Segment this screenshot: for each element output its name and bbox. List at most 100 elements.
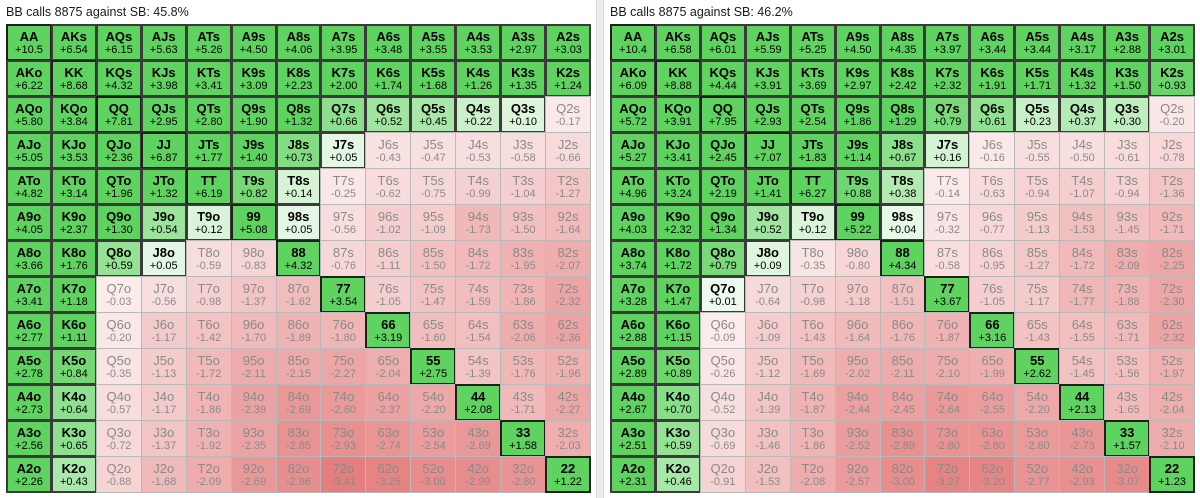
hand-cell[interactable]: Q8o +0.79 xyxy=(699,240,746,277)
hand-cell[interactable]: 62o -3.20 xyxy=(969,456,1016,493)
hand-cell[interactable]: 93s -1.50 xyxy=(500,204,547,241)
hand-cell[interactable]: 84s -1.72 xyxy=(1059,240,1106,277)
hand-cell[interactable]: K5o +0.89 xyxy=(654,348,701,385)
hand-cell[interactable]: ATo +4.96 xyxy=(610,168,656,205)
hand-cell[interactable]: 76s -1.05 xyxy=(969,276,1016,313)
hand-cell[interactable]: J9s +1.40 xyxy=(230,132,277,169)
hand-cell[interactable]: K3o +0.65 xyxy=(50,420,97,457)
hand-cell[interactable]: 62s -2.36 xyxy=(545,312,591,349)
hand-cell[interactable]: 92o -2.69 xyxy=(230,456,277,493)
hand-cell[interactable]: 74s -1.59 xyxy=(455,276,502,313)
hand-cell[interactable]: A3s +2.88 xyxy=(1104,24,1151,61)
hand-cell[interactable]: K8s +2.23 xyxy=(275,60,322,97)
hand-cell[interactable]: KJs +3.91 xyxy=(744,60,791,97)
hand-cell[interactable]: Q8o +0.59 xyxy=(95,240,142,277)
hand-cell[interactable]: T9s +0.88 xyxy=(834,168,881,205)
hand-cell[interactable]: 64s -1.54 xyxy=(455,312,502,349)
hand-cell[interactable]: KJo +3.41 xyxy=(654,132,701,169)
hand-cell[interactable]: JTs +1.77 xyxy=(185,132,232,169)
hand-cell[interactable]: Q2s -0.20 xyxy=(1149,96,1195,133)
hand-cell[interactable]: 84o -2.45 xyxy=(879,384,926,421)
hand-cell[interactable]: 72o -3.27 xyxy=(924,456,971,493)
hand-cell[interactable]: J6o -1.17 xyxy=(140,312,187,349)
hand-cell[interactable]: T3s -0.94 xyxy=(1104,168,1151,205)
hand-cell[interactable]: 86s -0.95 xyxy=(969,240,1016,277)
hand-cell[interactable]: A4s +3.17 xyxy=(1059,24,1106,61)
hand-cell[interactable]: K2s +0.93 xyxy=(1149,60,1195,97)
hand-cell[interactable]: A8s +4.06 xyxy=(275,24,322,61)
hand-cell[interactable]: A9s +4.50 xyxy=(834,24,881,61)
hand-cell[interactable]: QTo +2.19 xyxy=(699,168,746,205)
hand-cell[interactable]: Q7o +0.01 xyxy=(699,276,746,313)
hand-cell[interactable]: 85s -1.50 xyxy=(410,240,457,277)
hand-cell[interactable]: A3o +2.56 xyxy=(6,420,52,457)
hand-cell[interactable]: 33 +1.57 xyxy=(1104,420,1151,457)
hand-cell[interactable]: A2s +3.03 xyxy=(545,24,591,61)
hand-cell[interactable]: QQ +7.81 xyxy=(95,96,142,133)
hand-cell[interactable]: 42o -2.99 xyxy=(455,456,502,493)
hand-cell[interactable]: KQs +4.32 xyxy=(95,60,142,97)
panel-divider[interactable] xyxy=(596,0,604,498)
hand-cell[interactable]: 52o -2.77 xyxy=(1014,456,1061,493)
hand-cell[interactable]: J2o -1.68 xyxy=(140,456,187,493)
hand-cell[interactable]: KK +8.88 xyxy=(654,60,701,97)
hand-cell[interactable]: AJs +5.59 xyxy=(744,24,791,61)
hand-cell[interactable]: KK +8.68 xyxy=(50,60,97,97)
hand-cell[interactable]: A2s +3.01 xyxy=(1149,24,1195,61)
hand-cell[interactable]: 92s -1.64 xyxy=(545,204,591,241)
hand-cell[interactable]: 72o -3.41 xyxy=(320,456,367,493)
hand-cell[interactable]: 32s -2.03 xyxy=(545,420,591,457)
hand-cell[interactable]: K4s +1.26 xyxy=(455,60,502,97)
hand-cell[interactable]: J5o -1.13 xyxy=(140,348,187,385)
hand-cell[interactable]: KQs +4.44 xyxy=(699,60,746,97)
hand-cell[interactable]: KQo +3.91 xyxy=(654,96,701,133)
hand-cell[interactable]: T8o -0.59 xyxy=(185,240,232,277)
hand-cell[interactable]: J3o -1.37 xyxy=(140,420,187,457)
hand-cell[interactable]: 75s -1.47 xyxy=(410,276,457,313)
hand-cell[interactable]: 83s -1.95 xyxy=(500,240,547,277)
hand-cell[interactable]: 86o -1.76 xyxy=(879,312,926,349)
hand-cell[interactable]: 95s -1.13 xyxy=(1014,204,1061,241)
hand-cell[interactable]: K5s +1.71 xyxy=(1014,60,1061,97)
hand-cell[interactable]: 52s -1.96 xyxy=(545,348,591,385)
hand-cell[interactable]: Q3o -0.69 xyxy=(699,420,746,457)
hand-cell[interactable]: J9s +1.14 xyxy=(834,132,881,169)
hand-cell[interactable]: Q4o -0.57 xyxy=(95,384,142,421)
hand-cell[interactable]: AKo +6.09 xyxy=(610,60,656,97)
hand-cell[interactable]: AA +10.5 xyxy=(6,24,52,61)
hand-cell[interactable]: T5s -0.94 xyxy=(1014,168,1061,205)
hand-cell[interactable]: A9s +4.50 xyxy=(230,24,277,61)
hand-cell[interactable]: Q7o -0.03 xyxy=(95,276,142,313)
hand-cell[interactable]: K8o +1.76 xyxy=(50,240,97,277)
hand-cell[interactable]: K3o +0.59 xyxy=(654,420,701,457)
hand-cell[interactable]: K6s +1.74 xyxy=(365,60,412,97)
hand-cell[interactable]: 54s -1.39 xyxy=(455,348,502,385)
hand-cell[interactable]: A4o +2.73 xyxy=(6,384,52,421)
hand-cell[interactable]: A6o +2.88 xyxy=(610,312,656,349)
hand-cell[interactable]: AA +10.4 xyxy=(610,24,656,61)
hand-cell[interactable]: K6s +1.91 xyxy=(969,60,1016,97)
hand-cell[interactable]: J4s -0.53 xyxy=(455,132,502,169)
hand-cell[interactable]: JTs +1.83 xyxy=(789,132,836,169)
hand-cell[interactable]: J8o +0.05 xyxy=(140,240,187,277)
hand-cell[interactable]: AKo +6.22 xyxy=(6,60,52,97)
hand-cell[interactable]: J4o -1.17 xyxy=(140,384,187,421)
hand-cell[interactable]: J4s -0.50 xyxy=(1059,132,1106,169)
hand-cell[interactable]: 73o -2.80 xyxy=(924,420,971,457)
hand-cell[interactable]: T4s -0.99 xyxy=(455,168,502,205)
hand-cell[interactable]: ATo +4.82 xyxy=(6,168,52,205)
hand-cell[interactable]: 74o -2.64 xyxy=(924,384,971,421)
hand-cell[interactable]: 63o -2.80 xyxy=(969,420,1016,457)
hand-cell[interactable]: T7o -0.98 xyxy=(185,276,232,313)
hand-cell[interactable]: A5o +2.89 xyxy=(610,348,656,385)
hand-cell[interactable]: J3o -1.46 xyxy=(744,420,791,457)
hand-cell[interactable]: Q8s +1.32 xyxy=(275,96,322,133)
hand-cell[interactable]: 97o -1.18 xyxy=(834,276,881,313)
hand-cell[interactable]: K4o +0.64 xyxy=(50,384,97,421)
hand-cell[interactable]: J7s +0.05 xyxy=(320,132,367,169)
hand-cell[interactable]: ATs +5.25 xyxy=(789,24,836,61)
hand-cell[interactable]: 83o -2.89 xyxy=(879,420,926,457)
hand-cell[interactable]: A4s +3.53 xyxy=(455,24,502,61)
hand-cell[interactable]: 97s -0.56 xyxy=(320,204,367,241)
hand-cell[interactable]: KJs +3.98 xyxy=(140,60,187,97)
